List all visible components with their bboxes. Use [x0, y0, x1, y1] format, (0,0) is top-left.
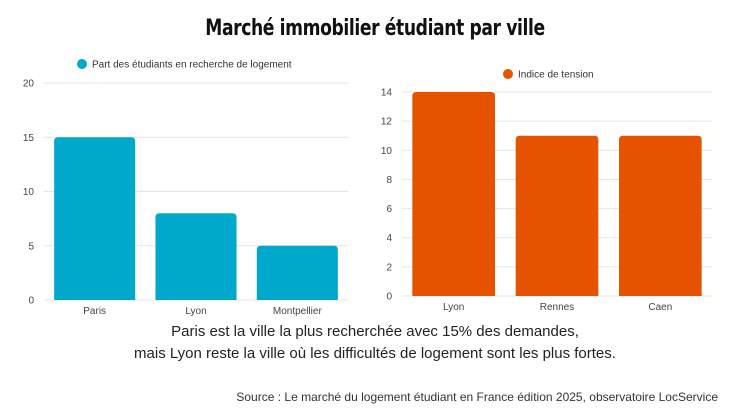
chart-title: Marché immobilier étudiant par ville — [205, 16, 545, 41]
caption-line-1: Paris est la ville la plus recherchée av… — [171, 323, 579, 340]
bar-montpellier — [256, 245, 338, 300]
x-tick-label: Lyon — [443, 302, 464, 313]
y-tick-label: 4 — [386, 233, 392, 244]
x-tick-label: Paris — [83, 306, 106, 317]
y-tick-label: 8 — [386, 175, 392, 186]
x-tick-label: Caen — [648, 302, 672, 313]
x-tick-label: Montpellier — [273, 306, 323, 317]
x-tick-label: Rennes — [540, 302, 574, 313]
bar-lyon — [412, 92, 495, 296]
caption-line-2: mais Lyon reste la ville où les difficul… — [134, 345, 616, 362]
bar-lyon — [155, 213, 237, 300]
y-tick-label: 10 — [23, 187, 35, 198]
legend-marker — [77, 59, 87, 69]
y-tick-label: 2 — [386, 262, 392, 273]
legend-label: Part des étudiants en recherche de logem… — [92, 60, 292, 71]
y-tick-label: 20 — [23, 79, 35, 90]
bar-rennes — [515, 135, 599, 296]
y-tick-label: 15 — [23, 133, 35, 144]
legend-marker — [503, 69, 513, 79]
bar-caen — [619, 135, 702, 296]
y-tick-label: 0 — [28, 296, 34, 307]
legend-label: Indice de tension — [518, 70, 594, 81]
y-tick-label: 6 — [386, 204, 392, 215]
y-tick-label: 14 — [381, 88, 393, 99]
y-tick-label: 10 — [381, 146, 393, 157]
y-tick-label: 0 — [386, 292, 392, 303]
x-tick-label: Lyon — [185, 306, 206, 317]
y-tick-label: 12 — [381, 117, 393, 128]
y-tick-label: 5 — [28, 241, 34, 252]
bar-paris — [54, 137, 136, 300]
source-note: Source : Le marché du logement étudiant … — [236, 390, 718, 404]
